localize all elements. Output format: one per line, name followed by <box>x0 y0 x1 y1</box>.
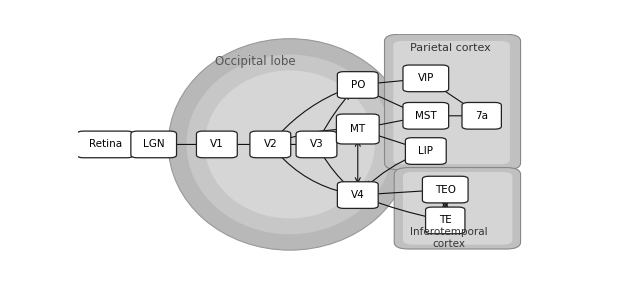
FancyBboxPatch shape <box>131 131 177 158</box>
Text: Retina: Retina <box>88 140 122 149</box>
Text: 7a: 7a <box>475 111 488 121</box>
Text: V2: V2 <box>263 140 277 149</box>
FancyArrowPatch shape <box>322 94 349 134</box>
FancyArrowPatch shape <box>370 78 414 86</box>
Text: V1: V1 <box>210 140 224 149</box>
FancyArrowPatch shape <box>435 85 472 109</box>
FancyBboxPatch shape <box>337 182 378 208</box>
Ellipse shape <box>186 55 393 234</box>
FancyBboxPatch shape <box>384 34 520 170</box>
Text: V3: V3 <box>310 140 324 149</box>
Text: LGN: LGN <box>143 140 164 149</box>
FancyBboxPatch shape <box>403 172 512 245</box>
FancyBboxPatch shape <box>296 131 337 158</box>
Ellipse shape <box>168 39 411 250</box>
Text: Inferotemporal
cortex: Inferotemporal cortex <box>410 227 487 249</box>
FancyBboxPatch shape <box>423 176 468 203</box>
Text: PO: PO <box>350 80 365 90</box>
FancyArrowPatch shape <box>281 127 345 141</box>
Text: LIP: LIP <box>418 146 433 156</box>
FancyBboxPatch shape <box>337 114 379 144</box>
FancyBboxPatch shape <box>337 72 378 98</box>
Text: Occipital lobe: Occipital lobe <box>216 55 296 68</box>
FancyArrowPatch shape <box>368 199 433 219</box>
FancyBboxPatch shape <box>403 65 449 92</box>
Text: TE: TE <box>439 215 451 225</box>
FancyArrowPatch shape <box>278 153 345 194</box>
FancyBboxPatch shape <box>77 131 134 158</box>
FancyArrowPatch shape <box>443 202 448 208</box>
Text: V4: V4 <box>351 190 365 200</box>
FancyArrowPatch shape <box>229 142 258 147</box>
FancyArrowPatch shape <box>283 142 304 147</box>
FancyBboxPatch shape <box>196 131 237 158</box>
FancyArrowPatch shape <box>368 132 414 148</box>
Ellipse shape <box>204 70 375 219</box>
FancyBboxPatch shape <box>393 41 510 164</box>
FancyBboxPatch shape <box>426 207 465 234</box>
FancyArrowPatch shape <box>278 88 346 136</box>
FancyArrowPatch shape <box>327 132 346 140</box>
FancyArrowPatch shape <box>367 90 414 112</box>
FancyArrowPatch shape <box>356 141 361 183</box>
FancyArrowPatch shape <box>116 142 141 147</box>
FancyBboxPatch shape <box>403 102 449 129</box>
Text: MST: MST <box>415 111 436 121</box>
Text: MT: MT <box>350 124 366 134</box>
FancyArrowPatch shape <box>370 117 414 128</box>
FancyArrowPatch shape <box>165 142 204 147</box>
FancyArrowPatch shape <box>322 154 349 187</box>
FancyBboxPatch shape <box>250 131 291 158</box>
FancyBboxPatch shape <box>406 138 446 164</box>
FancyArrowPatch shape <box>369 188 433 194</box>
Text: Parietal cortex: Parietal cortex <box>409 43 490 53</box>
FancyArrowPatch shape <box>367 155 416 186</box>
Text: VIP: VIP <box>418 74 434 83</box>
FancyArrowPatch shape <box>438 113 470 118</box>
FancyBboxPatch shape <box>394 168 520 249</box>
FancyBboxPatch shape <box>462 102 502 129</box>
Text: TEO: TEO <box>435 184 456 194</box>
